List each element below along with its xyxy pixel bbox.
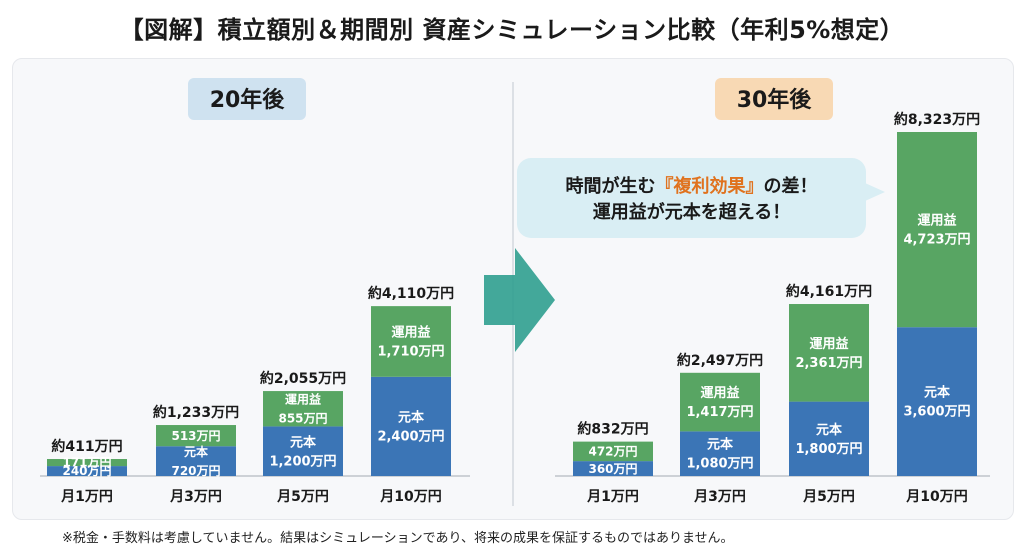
- principal-bar-20y-3: [371, 376, 451, 476]
- principal-bar-30y-3: [897, 327, 977, 476]
- principal-bar-30y-2: [789, 401, 869, 476]
- callout-tail: [865, 183, 885, 201]
- category-label-20y-3: 月10万円: [379, 489, 441, 505]
- category-label-30y-3: 月10万円: [905, 489, 967, 505]
- principal-bar-30y-0: [573, 461, 653, 476]
- gain-label-30y-1: 運用益 1,417万円: [686, 385, 753, 420]
- category-label-30y-2: 月5万円: [802, 489, 855, 505]
- callout-highlight: 『複利効果』: [655, 176, 764, 197]
- page-title: 【図解】積立額別＆期間別 資産シミュレーション比較（年利5%想定）: [119, 16, 905, 44]
- principal-label-30y-2: 元本 1,800万円: [795, 422, 862, 457]
- principal-label-20y-0: 240万円: [62, 464, 111, 478]
- gain-bar-20y-1: [156, 425, 236, 447]
- total-label-30y-3: 約8,323万円: [894, 111, 980, 128]
- period-label-30y: 30年後: [737, 87, 813, 113]
- footnote: ※税金・手数料は考慮していません。結果はシミュレーションであり、将来の成果を保証…: [62, 531, 734, 546]
- gain-label-30y-2: 運用益 2,361万円: [795, 336, 862, 371]
- total-label-20y-1: 約1,233万円: [153, 404, 239, 421]
- principal-label-20y-1: 元本 720万円: [171, 444, 220, 478]
- callout-pre: 時間が生む: [565, 176, 656, 197]
- gain-label-20y-2: 運用益 855万円: [278, 391, 327, 425]
- gain-bar-30y-1: [680, 372, 760, 432]
- category-label-20y-2: 月5万円: [276, 489, 329, 505]
- gain-bar-30y-3: [897, 132, 977, 328]
- category-label-20y-1: 月3万円: [169, 489, 222, 505]
- gain-label-30y-0: 472万円: [588, 445, 637, 459]
- category-label-30y-0: 月1万円: [586, 489, 639, 505]
- gain-label-20y-3: 運用益 1,710万円: [377, 325, 444, 360]
- callout-line2: 運用益が元本を超える！: [592, 202, 791, 223]
- category-label-30y-1: 月3万円: [693, 489, 746, 505]
- gain-label-20y-1: 513万円: [171, 429, 220, 443]
- principal-bar-20y-0: [47, 466, 127, 476]
- principal-label-20y-2: 元本 1,200万円: [269, 434, 336, 469]
- principal-bar-20y-1: [156, 446, 236, 476]
- total-label-30y-1: 約2,497万円: [677, 352, 763, 369]
- total-label-20y-3: 約4,110万円: [368, 285, 454, 302]
- period-arrow: [484, 248, 555, 352]
- total-label-30y-2: 約4,161万円: [786, 283, 872, 300]
- period-label-20y: 20年後: [210, 87, 286, 113]
- principal-bar-20y-2: [263, 426, 343, 476]
- principal-label-30y-3: 元本 3,600万円: [903, 385, 970, 420]
- callout-post: の差！: [763, 176, 818, 197]
- total-label-30y-0: 約832万円: [577, 421, 648, 438]
- gain-bar-20y-0: [47, 459, 127, 467]
- gain-bar-30y-0: [573, 441, 653, 462]
- gain-label-20y-0: 171万円: [62, 456, 111, 470]
- principal-label-20y-3: 元本 2,400万円: [377, 409, 444, 444]
- gain-bar-20y-3: [371, 306, 451, 377]
- period-label-box-30y: [715, 78, 833, 120]
- period-label-box-20y: [188, 78, 306, 120]
- principal-label-30y-1: 元本 1,080万円: [686, 437, 753, 472]
- total-label-20y-0: 約411万円: [51, 438, 122, 455]
- gain-bar-20y-2: [263, 391, 343, 427]
- gain-label-30y-3: 運用益 4,723万円: [903, 213, 970, 248]
- principal-bar-30y-1: [680, 431, 760, 476]
- gain-bar-30y-2: [789, 304, 869, 402]
- category-label-20y-0: 月1万円: [60, 489, 113, 505]
- total-label-20y-2: 約2,055万円: [260, 370, 346, 387]
- compound-effect-callout: 時間が生む『複利効果』の差！ 運用益が元本を超える！: [517, 158, 866, 238]
- principal-label-30y-0: 360万円: [588, 462, 637, 476]
